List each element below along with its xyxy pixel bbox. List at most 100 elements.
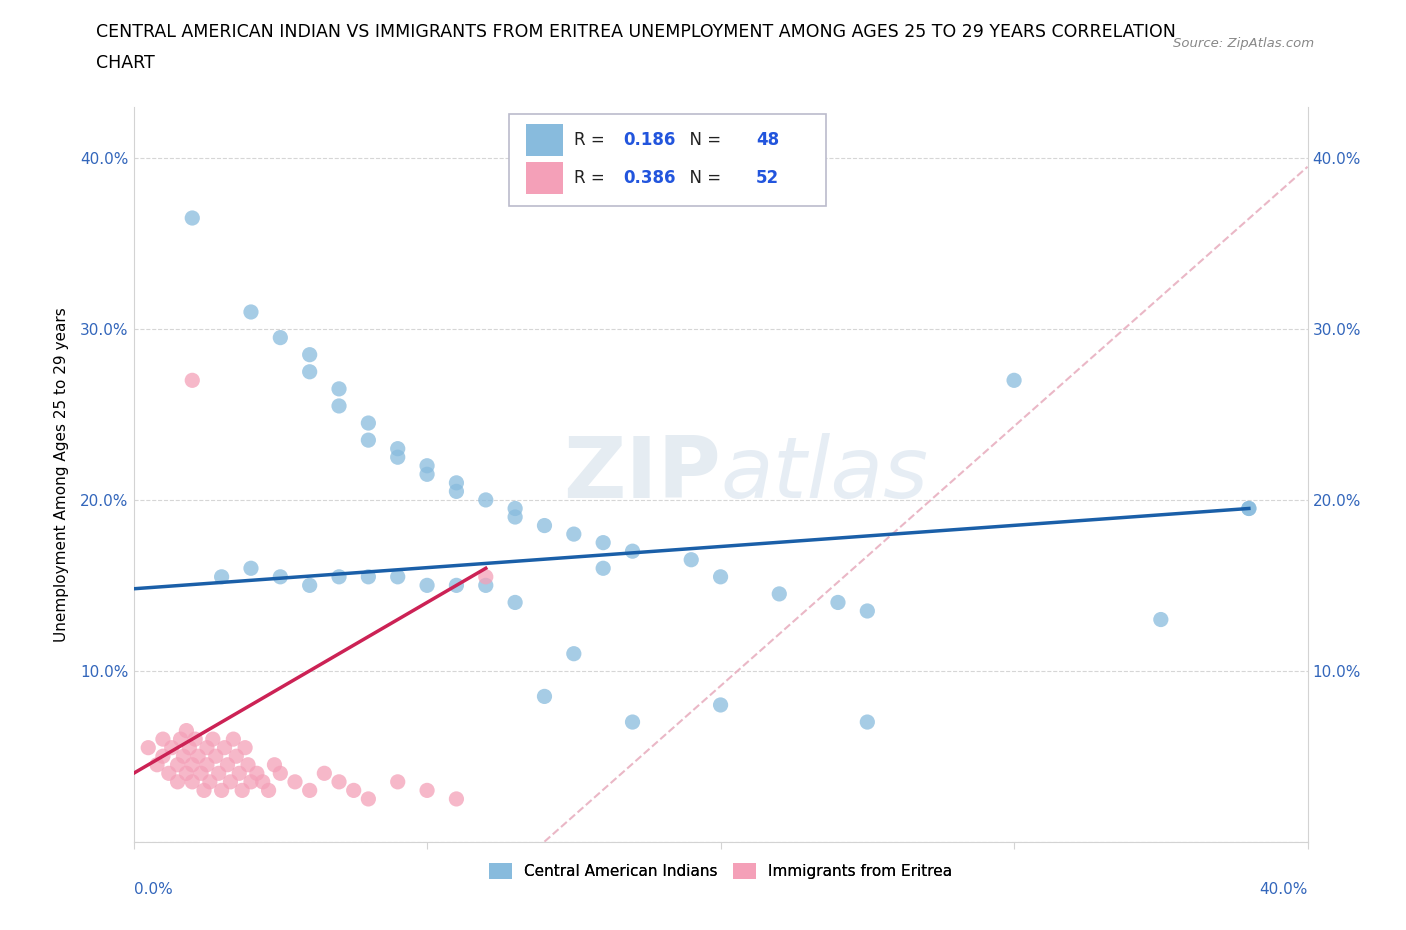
FancyBboxPatch shape — [509, 114, 827, 206]
Point — [187, 749, 209, 764]
Point — [246, 766, 269, 781]
Point — [239, 561, 263, 576]
Point — [231, 783, 253, 798]
Point — [856, 714, 879, 729]
Point — [201, 732, 224, 747]
Point — [592, 535, 614, 550]
Point — [208, 766, 231, 781]
Point — [239, 304, 263, 319]
Point — [181, 757, 204, 772]
Point — [195, 757, 218, 772]
Point — [228, 766, 250, 781]
Point — [211, 783, 233, 798]
Point — [1150, 612, 1173, 627]
Point — [416, 578, 439, 592]
Point — [222, 732, 245, 747]
Text: R =: R = — [574, 131, 610, 149]
Point — [621, 714, 644, 729]
Point — [176, 724, 198, 738]
Text: 40.0%: 40.0% — [1260, 882, 1308, 897]
Point — [172, 749, 194, 764]
Point — [503, 595, 526, 610]
Y-axis label: Unemployment Among Ages 25 to 29 years: Unemployment Among Ages 25 to 29 years — [53, 307, 69, 642]
Point — [298, 347, 321, 362]
Point — [298, 365, 321, 379]
Point — [446, 475, 468, 490]
Point — [198, 775, 221, 790]
Point — [181, 210, 204, 225]
Point — [236, 757, 259, 772]
Text: atlas: atlas — [721, 432, 928, 516]
Point — [179, 740, 201, 755]
Text: N =: N = — [679, 169, 727, 187]
Point — [263, 757, 285, 772]
Text: 48: 48 — [756, 131, 779, 149]
Text: 52: 52 — [756, 169, 779, 187]
Point — [298, 783, 321, 798]
Point — [827, 595, 849, 610]
Point — [181, 373, 204, 388]
Point — [195, 740, 218, 755]
Point — [621, 544, 644, 559]
Point — [328, 399, 350, 414]
Point — [184, 732, 207, 747]
Point — [357, 791, 380, 806]
Point — [446, 484, 468, 498]
Point — [357, 416, 380, 431]
Point — [446, 578, 468, 592]
Point — [269, 569, 291, 584]
Point — [152, 732, 174, 747]
Point — [169, 732, 191, 747]
Point — [1237, 501, 1260, 516]
Point — [357, 569, 380, 584]
Point — [503, 510, 526, 525]
Point — [416, 783, 439, 798]
Point — [856, 604, 879, 618]
Point — [211, 569, 233, 584]
FancyBboxPatch shape — [526, 124, 564, 156]
Point — [446, 791, 468, 806]
Point — [710, 698, 733, 712]
Point — [475, 493, 498, 508]
Point — [533, 689, 555, 704]
Text: 0.0%: 0.0% — [134, 882, 173, 897]
Point — [214, 740, 236, 755]
Point — [681, 552, 703, 567]
Point — [1002, 373, 1025, 388]
Point — [710, 569, 733, 584]
Text: N =: N = — [679, 131, 727, 149]
Point — [157, 766, 180, 781]
Text: R =: R = — [574, 169, 610, 187]
Text: 0.186: 0.186 — [623, 131, 675, 149]
Point — [503, 501, 526, 516]
Point — [592, 561, 614, 576]
Point — [146, 757, 169, 772]
Point — [475, 569, 498, 584]
Point — [475, 578, 498, 592]
Point — [252, 775, 274, 790]
Point — [1237, 501, 1260, 516]
Point — [176, 766, 198, 781]
Point — [416, 458, 439, 473]
Point — [269, 766, 291, 781]
Point — [768, 587, 790, 602]
Point — [387, 775, 409, 790]
Point — [328, 775, 350, 790]
FancyBboxPatch shape — [526, 162, 564, 194]
Point — [166, 757, 188, 772]
Text: CHART: CHART — [96, 54, 155, 72]
Point — [314, 766, 336, 781]
Point — [239, 775, 263, 790]
Point — [562, 646, 585, 661]
Point — [387, 450, 409, 465]
Point — [257, 783, 280, 798]
Point — [416, 467, 439, 482]
Point — [152, 749, 174, 764]
Point — [136, 740, 159, 755]
Point — [225, 749, 247, 764]
Point — [562, 526, 585, 541]
Point — [233, 740, 256, 755]
Point — [160, 740, 183, 755]
Point — [219, 775, 242, 790]
Point — [193, 783, 215, 798]
